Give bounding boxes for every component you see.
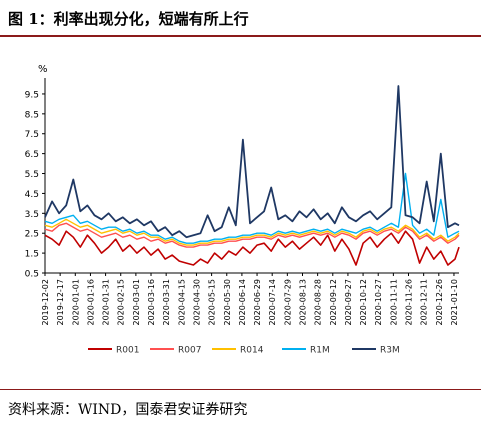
x-tick-label: 2020-01-01 (71, 279, 80, 326)
figure-title: 图 1：利率出现分化，短端有所上行 (8, 10, 249, 28)
y-tick-label: 5.5 (25, 170, 39, 180)
x-tick-label: 2020-03-01 (132, 279, 141, 326)
x-tick-label: 2020-07-29 (283, 279, 292, 326)
series-line-r001 (44, 230, 460, 266)
x-tick-label: 2020-01-16 (86, 279, 95, 326)
series-line-r014 (44, 218, 460, 246)
x-tick-label: 2020-01-31 (102, 279, 111, 326)
x-tick-label: 2020-04-30 (192, 279, 201, 326)
chart-container: % 0.5 1.5 2.5 3.5 4.5 5.5 6.5 7.5 8.5 9.5 2019-12-0… (0, 40, 481, 385)
y-tick-label: 9.5 (25, 90, 39, 100)
legend-label-r014: R014 (240, 346, 264, 356)
x-tick-label: 2020-06-14 (238, 279, 247, 326)
y-tick-label: 8.5 (25, 110, 39, 120)
line-chart: % 0.5 1.5 2.5 3.5 4.5 5.5 6.5 7.5 8.5 9.5 2019-12-0… (25, 64, 460, 356)
x-tick-label: 2020-04-15 (177, 279, 186, 326)
legend-label-r3m: R3M (380, 346, 400, 356)
x-tick-label: 2020-09-12 (329, 279, 338, 326)
x-tick-label: 2020-06-29 (253, 279, 262, 326)
y-tick-label: 7.5 (25, 130, 39, 140)
x-tick-label: 2020-10-12 (359, 279, 368, 326)
x-tick-label: 2020-08-28 (314, 279, 323, 326)
x-tick-label: 2020-07-14 (268, 279, 277, 326)
x-tick-label: 2020-11-11 (389, 279, 398, 326)
x-tick-label: 2020-09-27 (344, 279, 353, 326)
y-tick-label: 1.5 (25, 250, 39, 260)
series-line-r1m (44, 172, 460, 244)
figure-header: 图 1：利率出现分化，短端有所上行 (0, 0, 481, 37)
y-tick-label: 3.5 (25, 210, 39, 220)
x-tick-label: 2020-08-13 (298, 279, 307, 326)
x-tick-label: 2020-12-11 (420, 279, 429, 326)
series-line-r007 (44, 222, 460, 248)
series-line-r3m (44, 85, 460, 239)
x-tick-label: 2020-02-15 (117, 279, 126, 326)
y-tick-label: 2.5 (25, 230, 39, 240)
legend-label-r007: R007 (178, 346, 201, 356)
legend-label-r001: R001 (116, 346, 139, 356)
x-tick-label: 2020-11-26 (405, 279, 414, 326)
x-tick-label: 2020-03-16 (147, 279, 156, 326)
x-tick-label: 2021-01-10 (450, 279, 459, 326)
x-tick-label: 2019-12-17 (56, 279, 65, 326)
x-tick-label: 2020-05-30 (223, 279, 232, 326)
x-tick-label: 2020-12-26 (435, 279, 444, 326)
legend-label-r1m: R1M (310, 346, 330, 356)
y-tick-label: 6.5 (25, 150, 39, 160)
x-tick-label: 2020-05-15 (208, 279, 217, 326)
y-tick-label: 4.5 (25, 190, 39, 200)
x-tick-label: 2020-10-27 (374, 279, 383, 326)
x-tick-label: 2020-03-31 (162, 279, 171, 326)
source-note: 资料来源：WIND，国泰君安证券研究 (8, 402, 248, 418)
y-tick-label: 0.5 (25, 270, 39, 280)
title-rule (0, 35, 481, 37)
x-tick-label: 2019-12-02 (41, 279, 50, 326)
source-rule (0, 389, 481, 390)
y-axis-label: % (38, 64, 48, 75)
